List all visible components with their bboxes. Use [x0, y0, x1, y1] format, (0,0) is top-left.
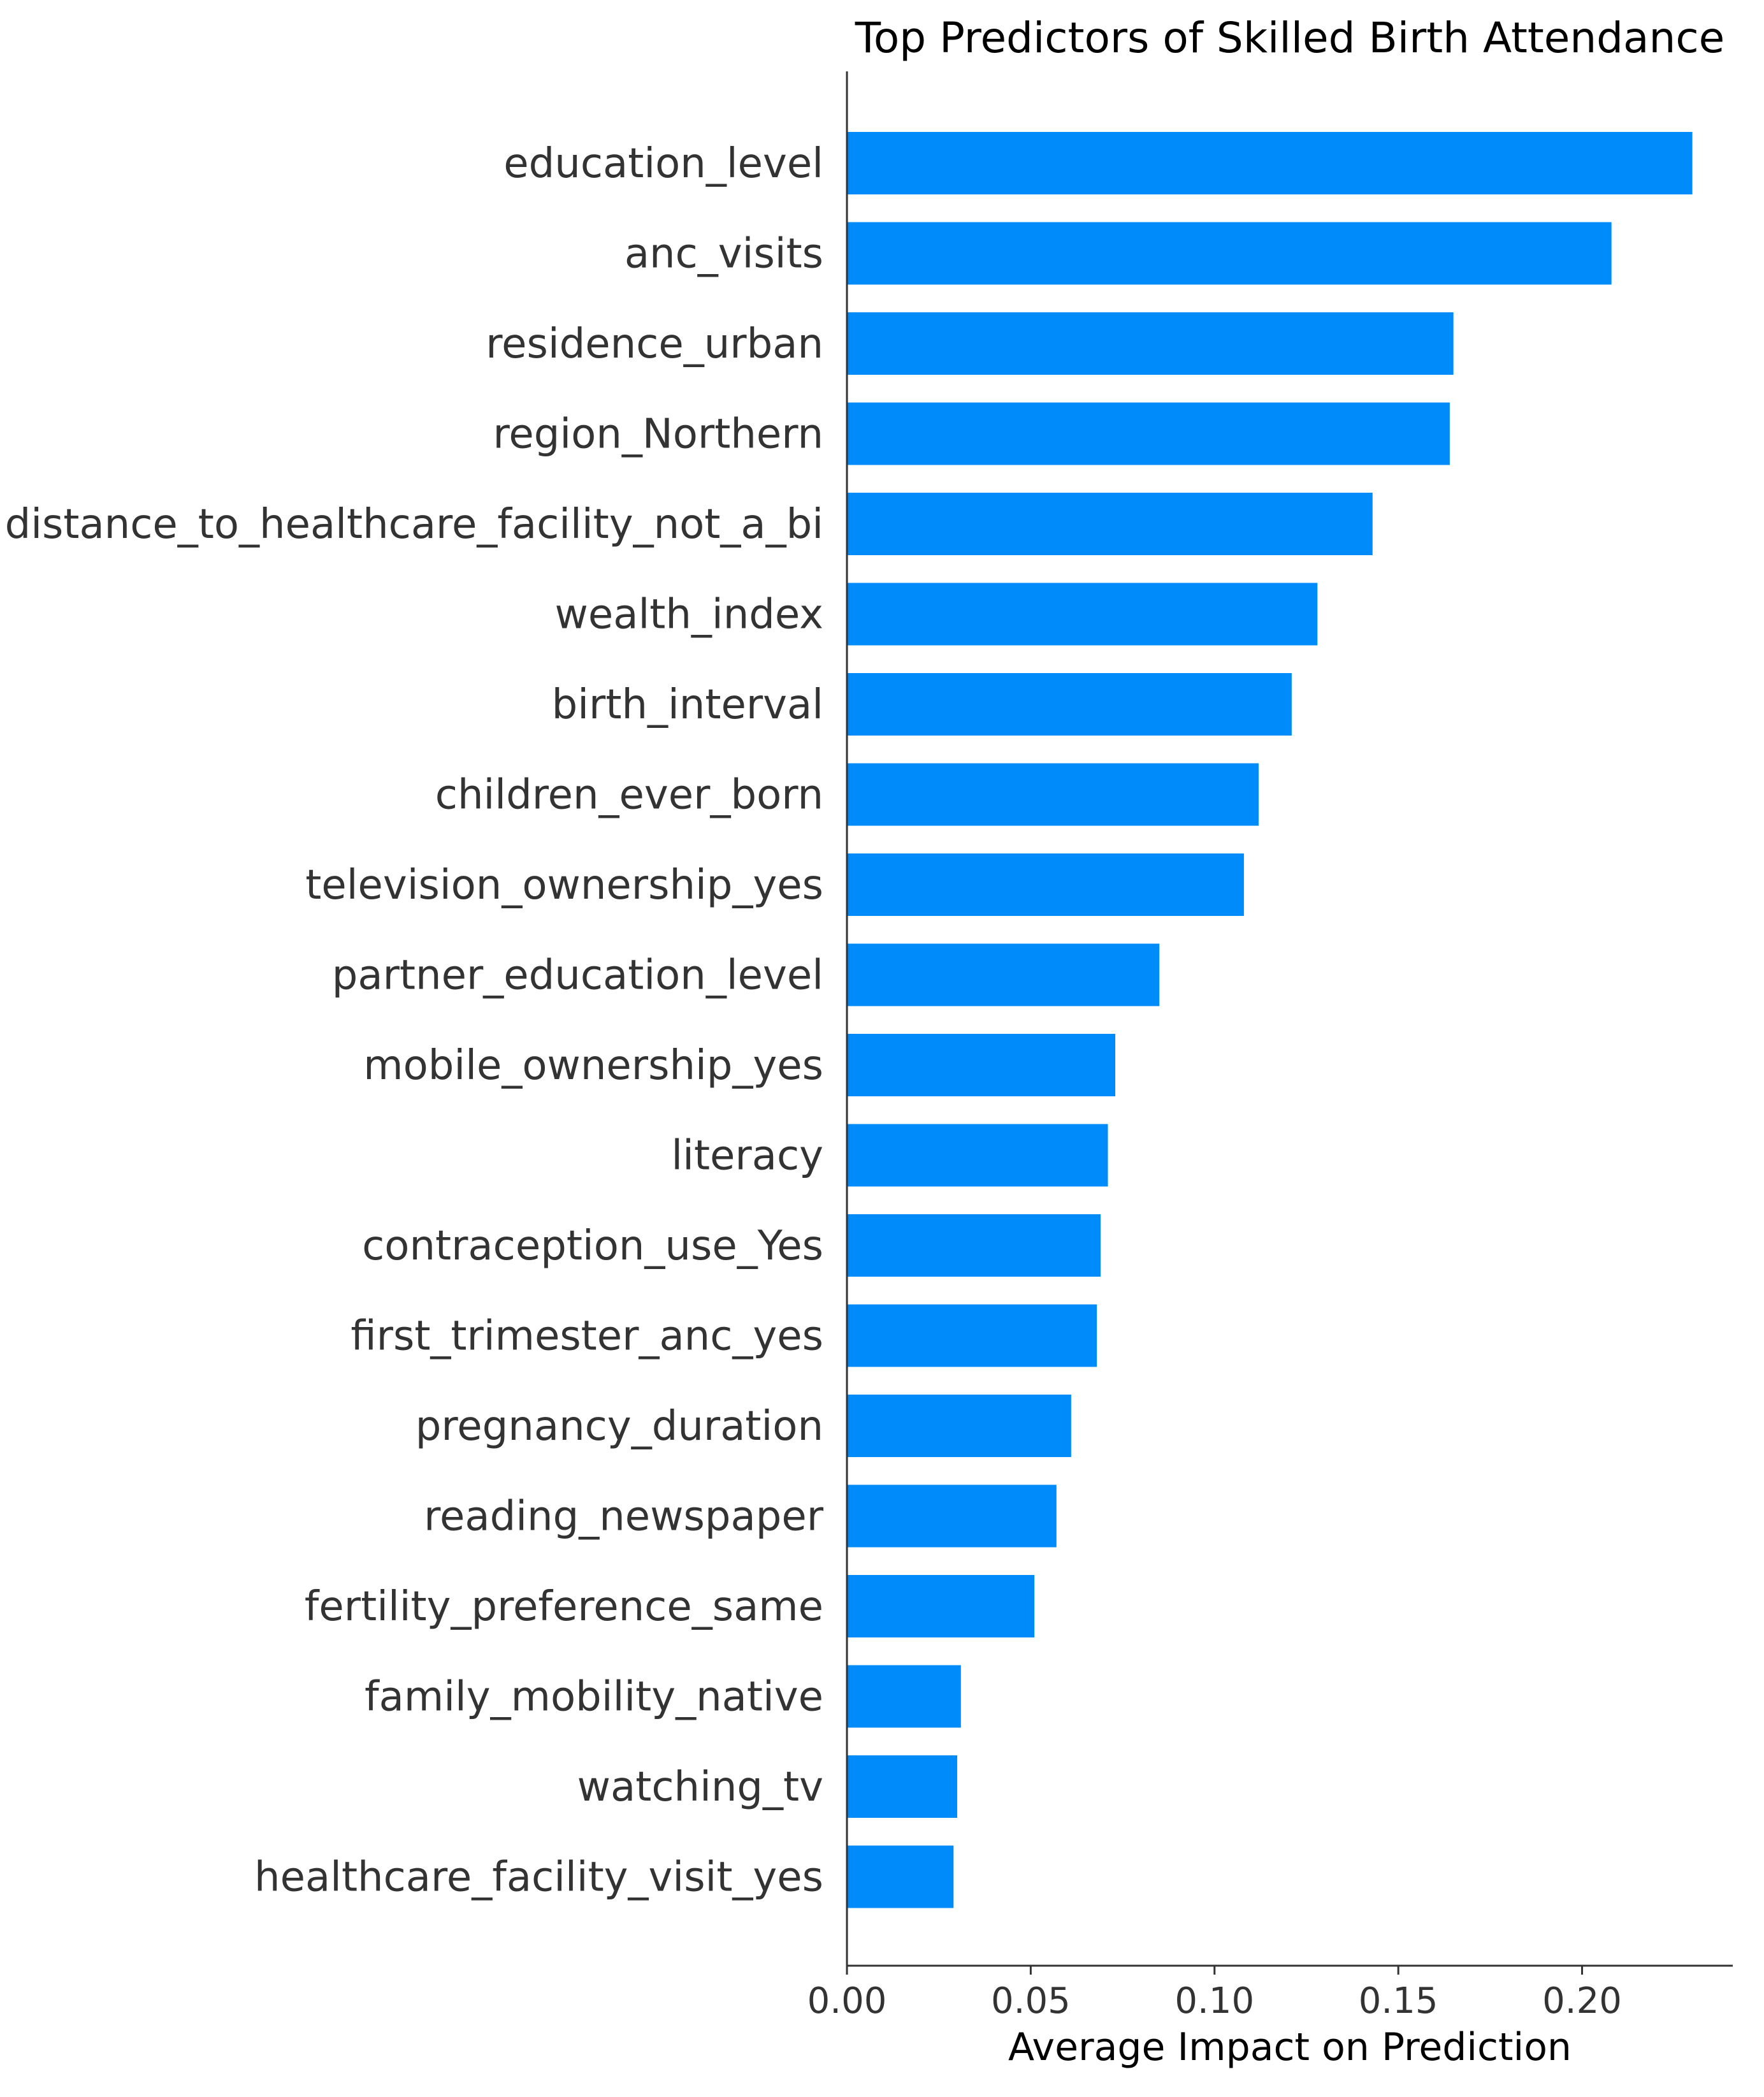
category-label: anc_visits	[625, 231, 823, 278]
category-label: children_ever_born	[435, 772, 823, 819]
x-ticks-group: 0.00 0.05 0.10 0.15 0.20	[807, 1966, 1622, 2022]
category-label: fertility_preference_same	[305, 1583, 823, 1630]
bar-family_mobility_native	[847, 1665, 961, 1728]
bar-watching_tv	[847, 1755, 958, 1818]
category-label: literacy	[671, 1133, 823, 1180]
chart-title: Top Predictors of Skilled Birth Attendan…	[855, 13, 1724, 62]
bar-residence_urban	[847, 312, 1454, 375]
category-label: distance_to_healthcare_facility_not_a_bi	[5, 501, 823, 548]
category-label: birth_interval	[552, 681, 823, 729]
bar-contraception_use_Yes	[847, 1214, 1101, 1277]
category-label: wealth_index	[555, 591, 823, 639]
category-label: healthcare_facility_visit_yes	[254, 1854, 823, 1901]
category-labels-group: education_level anc_visits residence_urban…	[5, 140, 824, 1901]
bar-education_level	[847, 132, 1693, 194]
category-label: watching_tv	[577, 1764, 823, 1811]
bar-mobile_ownership_yes	[847, 1034, 1116, 1096]
bar-anc_visits	[847, 222, 1612, 285]
x-tick-label: 0.20	[1542, 1980, 1622, 2022]
bar-distance_to_healthcare_facility_not_a_bi	[847, 493, 1373, 555]
category-label: television_ownership_yes	[305, 862, 823, 909]
bar-birth_interval	[847, 673, 1292, 736]
bar-reading_newspaper	[847, 1484, 1057, 1548]
bar-children_ever_born	[847, 763, 1259, 826]
category-label: pregnancy_duration	[416, 1403, 823, 1450]
bar-television_ownership_yes	[847, 853, 1244, 916]
bar-healthcare_facility_visit_yes	[847, 1845, 954, 1908]
bars-group	[847, 132, 1693, 1908]
x-tick-label: 0.10	[1175, 1980, 1254, 2022]
category-label: first_trimester_anc_yes	[351, 1313, 823, 1360]
bar-fertility_preference_same	[847, 1575, 1035, 1637]
category-label: education_level	[503, 140, 823, 187]
bar-first_trimester_anc_yes	[847, 1304, 1097, 1367]
category-label: partner_education_level	[332, 952, 823, 999]
category-label: mobile_ownership_yes	[363, 1042, 823, 1089]
category-label: family_mobility_native	[365, 1674, 823, 1721]
bar-wealth_index	[847, 583, 1318, 646]
x-axis-title: Average Impact on Prediction	[1008, 2025, 1572, 2070]
bar-pregnancy_duration	[847, 1395, 1071, 1457]
category-label: contraception_use_Yes	[362, 1223, 823, 1270]
category-label: residence_urban	[486, 321, 823, 368]
bar-literacy	[847, 1124, 1108, 1187]
category-label: region_Northern	[493, 411, 823, 458]
bar-partner_education_level	[847, 943, 1160, 1006]
category-label: reading_newspaper	[424, 1493, 824, 1541]
x-tick-label: 0.05	[991, 1980, 1071, 2022]
x-tick-label: 0.15	[1359, 1980, 1438, 2022]
bar-region_Northern	[847, 402, 1450, 465]
x-tick-label: 0.00	[807, 1980, 887, 2022]
